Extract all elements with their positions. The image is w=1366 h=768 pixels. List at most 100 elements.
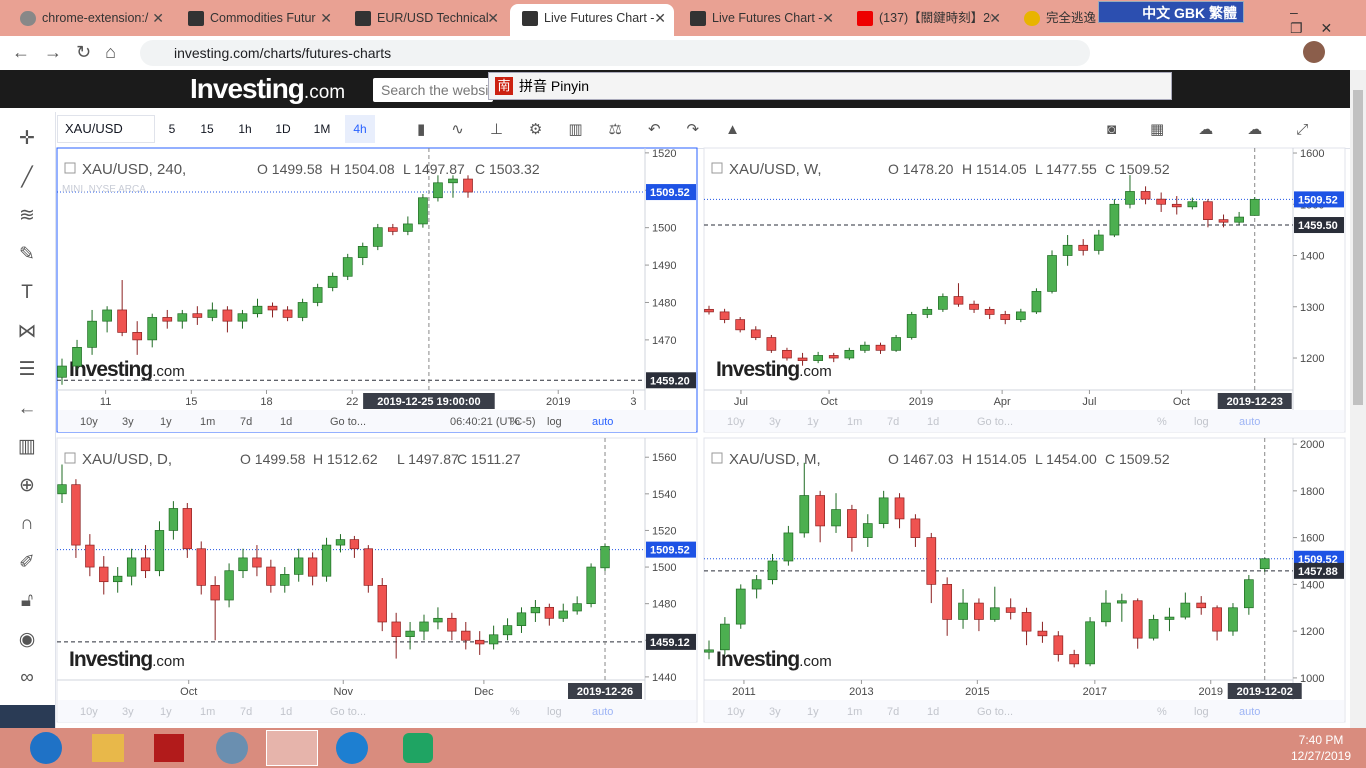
- tab[interactable]: Live Futures Chart - ✕: [678, 4, 842, 36]
- collapse-button[interactable]: [0, 705, 55, 728]
- tab[interactable]: EUR/USD Technical ✕: [343, 4, 507, 36]
- chrome-active[interactable]: [266, 730, 318, 766]
- interval[interactable]: 1h: [238, 122, 252, 136]
- candle-body: [530, 606, 541, 614]
- x-tick-label: 3: [630, 396, 636, 408]
- footer-bar: [58, 410, 696, 432]
- footer-button[interactable]: 1d: [927, 416, 939, 428]
- grammarly-icon[interactable]: [403, 733, 433, 763]
- window-controls[interactable]: –❐✕: [1290, 4, 1351, 36]
- footer-button[interactable]: Go to...: [330, 706, 366, 718]
- drawing-tools[interactable]: ✛ ╱ ≋ ✎ T ⋈ ☰ ← ▥ ⊕ ∩ ✐ 🔓︎ ◉ ∞: [17, 128, 37, 688]
- watermark-logo: Investing: [69, 358, 152, 381]
- candle-body: [349, 539, 360, 550]
- nav-buttons[interactable]: ←→↻⌂: [12, 42, 130, 62]
- tab[interactable]: (137)【關鍵時刻】20 ✕: [845, 4, 1009, 36]
- footer-button[interactable]: 1m: [847, 416, 862, 428]
- interval[interactable]: 1M: [313, 122, 331, 136]
- footer-button[interactable]: 10y: [727, 416, 745, 428]
- candle-body: [1109, 203, 1120, 236]
- footer-button[interactable]: auto: [1239, 416, 1260, 428]
- footer-button[interactable]: 7d: [240, 416, 252, 428]
- footer-button[interactable]: 1m: [847, 706, 862, 718]
- footer-button[interactable]: 1m: [200, 416, 215, 428]
- footer-button[interactable]: 7d: [887, 416, 899, 428]
- footer-button[interactable]: %: [510, 706, 520, 718]
- footer-button[interactable]: 1y: [160, 416, 172, 428]
- logo[interactable]: Investing.com: [190, 73, 345, 105]
- scroll-thumb[interactable]: [1353, 90, 1363, 405]
- tab-title: EUR/USD Technical: [377, 11, 489, 25]
- footer-button[interactable]: 7d: [240, 706, 252, 718]
- chrome-icon[interactable]: [216, 732, 248, 764]
- interval[interactable]: 5: [168, 122, 176, 136]
- tab[interactable]: chrome-extension:/✕: [8, 4, 172, 36]
- app-icon[interactable]: [336, 732, 368, 764]
- footer-button[interactable]: log: [1194, 706, 1209, 718]
- candle-body: [1078, 244, 1089, 251]
- clock[interactable]: 7:40 PM 12/27/2019: [1286, 732, 1356, 764]
- footer-button[interactable]: 10y: [80, 706, 98, 718]
- search-box[interactable]: Search the websi: [373, 78, 493, 102]
- ie-icon[interactable]: [30, 732, 62, 764]
- price-label-box: [646, 541, 696, 558]
- footer-button[interactable]: %: [510, 416, 520, 428]
- candle-body: [751, 579, 762, 590]
- footer-button[interactable]: 1y: [807, 416, 819, 428]
- footer-button[interactable]: 3y: [769, 416, 781, 428]
- footer-button[interactable]: 1d: [280, 706, 292, 718]
- price-label: 1509.52: [650, 187, 690, 199]
- profile[interactable]: [1303, 41, 1325, 63]
- y-tick-label: 1520: [652, 525, 676, 537]
- footer-button[interactable]: %: [1157, 416, 1167, 428]
- footer-button[interactable]: log: [547, 706, 562, 718]
- url[interactable]: investing.com/charts/futures-charts: [140, 40, 1090, 66]
- footer-button[interactable]: log: [547, 416, 562, 428]
- footer-button[interactable]: Go to...: [977, 416, 1013, 428]
- ime-status[interactable]: 中文 GBK 繁體: [1098, 1, 1244, 23]
- footer-button[interactable]: auto: [592, 416, 613, 428]
- candle-body: [1244, 579, 1254, 609]
- footer-button[interactable]: log: [1194, 416, 1209, 428]
- footer-button[interactable]: Go to...: [330, 416, 366, 428]
- explorer-icon[interactable]: [92, 734, 124, 762]
- footer-button[interactable]: %: [1157, 706, 1167, 718]
- footer-button[interactable]: 3y: [122, 416, 134, 428]
- footer-button[interactable]: 1y: [160, 706, 172, 718]
- x-tick-label: 2017: [1083, 686, 1107, 698]
- candle-body: [342, 257, 353, 277]
- footer-button[interactable]: auto: [1239, 706, 1260, 718]
- footer-button[interactable]: Go to...: [977, 706, 1013, 718]
- ime-icon[interactable]: [154, 734, 184, 762]
- footer-button[interactable]: 1d: [927, 706, 939, 718]
- symbol-box[interactable]: XAU/USD: [57, 115, 155, 143]
- tab[interactable]: Live Futures Chart - ✕: [510, 4, 674, 36]
- footer-button[interactable]: 3y: [122, 706, 134, 718]
- footer-button[interactable]: 1d: [280, 416, 292, 428]
- footer-button[interactable]: auto: [592, 706, 613, 718]
- interval[interactable]: 15: [200, 122, 214, 136]
- tab[interactable]: Commodities Futur ✕: [176, 4, 340, 36]
- footer-button[interactable]: 7d: [887, 706, 899, 718]
- footer-bar: [705, 410, 1344, 432]
- tool-icons[interactable]: ▮∿⊥⚙▥⚖↶↷▲: [417, 121, 766, 138]
- footer-button[interactable]: 10y: [80, 416, 98, 428]
- footer-button[interactable]: 1y: [807, 706, 819, 718]
- interval[interactable]: 4h: [345, 115, 375, 143]
- interval[interactable]: 1D: [275, 122, 291, 136]
- candle-body: [1234, 216, 1244, 223]
- tool-icons-right[interactable]: ◙▦☁☁⤢: [1107, 121, 1343, 138]
- candle-body: [312, 287, 323, 303]
- candle-body: [719, 311, 730, 320]
- footer-button[interactable]: 1m: [200, 706, 215, 718]
- candle-body: [177, 313, 188, 322]
- footer-button[interactable]: 10y: [727, 706, 745, 718]
- footer-button[interactable]: 3y: [769, 706, 781, 718]
- watermark: Investing.com: [716, 648, 832, 671]
- tab[interactable]: 完全逃逸: [1012, 4, 1098, 36]
- footer-button[interactable]: 06:40:21 (UTC-5): [450, 416, 536, 428]
- x-tick-label: Jul: [734, 396, 748, 408]
- candle-body: [1085, 621, 1095, 665]
- y-tick-label: 2000: [1300, 439, 1324, 451]
- x-tick-label: 2019: [1199, 686, 1223, 698]
